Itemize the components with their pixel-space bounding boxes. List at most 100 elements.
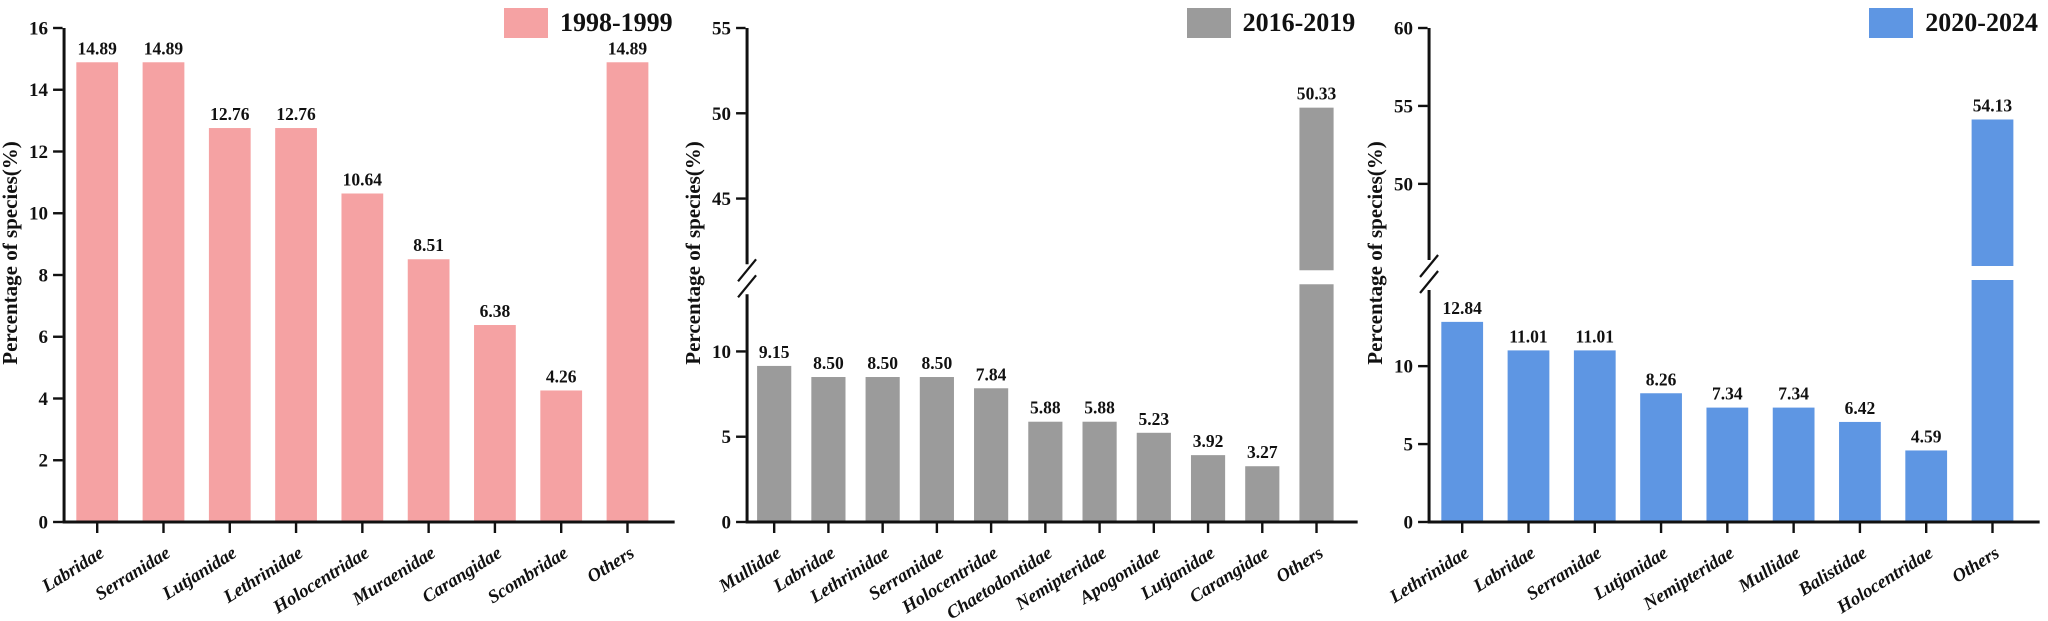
bar-value-label: 7.84 — [975, 364, 1006, 384]
bar-value-label: 14.89 — [144, 38, 184, 58]
chart-panel-2016-2019: 0 5 10 45 50 55 Percentage of species(%) 9.15 Mu… — [683, 0, 1366, 621]
bar-value-label: 3.27 — [1247, 442, 1278, 462]
bar-value-label: 14.89 — [608, 38, 648, 58]
bar-value-label: 5.23 — [1138, 409, 1169, 429]
x-category-label: Mullidae — [715, 543, 785, 597]
bar — [1773, 407, 1815, 521]
bar-value-label: 12.84 — [1443, 298, 1483, 318]
y-axis-title: Percentage of species(%) — [683, 141, 705, 364]
x-category-label: Mullidae — [1735, 543, 1805, 597]
bar — [1706, 407, 1749, 521]
bar-value-label: 4.59 — [1911, 426, 1942, 446]
bar — [1574, 350, 1616, 521]
y-axis-title: Percentage of species(%) — [0, 141, 22, 364]
y-tick-label: 10 — [29, 204, 48, 225]
legend-label: 2020-2024 — [1925, 8, 2038, 37]
bar-value-label: 54.13 — [1973, 95, 2013, 115]
y-tick-label: 5 — [1404, 435, 1414, 456]
x-category-label: Serranidae — [1524, 543, 1606, 605]
y-tick-label: 4 — [39, 389, 49, 410]
x-category-label: Others — [1273, 543, 1327, 587]
bar-lower-segment — [1971, 280, 2014, 521]
bar-value-label: 6.42 — [1845, 398, 1876, 418]
y-tick-label: 10 — [712, 342, 731, 363]
bar-value-label: 3.92 — [1192, 431, 1223, 451]
y-tick-label: 0 — [1404, 513, 1414, 534]
bar-value-label: 12.76 — [276, 104, 316, 124]
chart-panel-2020-2024: 0 5 10 50 55 60 Percentage of species(%) 12.84 L… — [1365, 0, 2048, 621]
bar-value-label: 6.38 — [480, 301, 511, 321]
bar-chart-2020-2024: 0 5 10 50 55 60 Percentage of species(%) 12.84 L… — [1365, 19, 2040, 618]
bar — [1027, 421, 1063, 521]
bar — [407, 259, 450, 521]
bar — [606, 62, 649, 521]
bar — [142, 62, 185, 521]
legend-1998-1999: 1998-1999 — [503, 8, 673, 38]
bar — [810, 377, 846, 521]
y-tick-label: 55 — [712, 19, 731, 40]
bar — [1905, 450, 1948, 521]
y-tick-label: 5 — [721, 427, 731, 448]
bar — [919, 377, 954, 521]
y-tick-label: 60 — [1394, 19, 1413, 40]
legend-2016-2019: 2016-2019 — [1186, 8, 1355, 38]
bar-value-label: 12.76 — [210, 104, 250, 124]
bar-value-label: 7.34 — [1779, 384, 1810, 404]
bar-value-label: 8.50 — [921, 353, 952, 373]
y-tick-label: 12 — [29, 142, 48, 163]
chart-panel-1998-1999: 0 2 4 6 8 10 12 14 16 Percentage of species(%) 14.… — [0, 0, 683, 621]
bar — [540, 390, 583, 521]
legend-swatch — [503, 8, 548, 38]
x-category-label: Serranidae — [92, 543, 174, 605]
bar-value-label: 4.26 — [546, 366, 577, 386]
bar-value-label: 9.15 — [759, 342, 790, 362]
bar-value-label: 8.51 — [413, 235, 444, 255]
bar-value-label: 7.34 — [1712, 384, 1743, 404]
bar — [1441, 321, 1484, 521]
bar — [756, 365, 791, 521]
bar — [1640, 393, 1683, 521]
y-axis-break-icon — [1419, 254, 1440, 278]
x-category-label: Others — [584, 543, 638, 587]
y-tick-label: 6 — [39, 327, 49, 348]
y-axis-break-icon — [1419, 270, 1440, 294]
bar — [1507, 350, 1550, 521]
y-tick-label: 2 — [39, 451, 49, 472]
y-tick-label: 10 — [1394, 357, 1413, 378]
y-tick-label: 50 — [1394, 174, 1413, 195]
bar-value-label: 14.89 — [78, 38, 118, 58]
bar-lower-segment — [1299, 284, 1334, 521]
bar — [1244, 466, 1280, 521]
bar-chart-2016-2019: 0 5 10 45 50 55 Percentage of species(%) 9.15 Mu… — [683, 19, 1358, 621]
bar-value-label: 10.64 — [343, 169, 383, 189]
y-tick-label: 0 — [39, 513, 49, 534]
y-axis-break-icon — [736, 274, 757, 298]
bar — [341, 193, 384, 521]
bar-chart-1998-1999: 0 2 4 6 8 10 12 14 16 Percentage of species(%) 14.… — [0, 19, 675, 618]
y-tick-label: 16 — [29, 19, 48, 40]
legend-swatch — [1869, 8, 1914, 38]
bar-value-label: 8.50 — [813, 353, 844, 373]
bar — [973, 388, 1008, 521]
bar — [1136, 432, 1171, 521]
legend-2020-2024: 2020-2024 — [1869, 8, 2038, 38]
bar — [474, 325, 516, 521]
bar — [1190, 455, 1225, 521]
bar-upper-segment — [1971, 119, 2014, 267]
bar — [1082, 421, 1117, 521]
bar — [275, 128, 317, 521]
bar-upper-segment — [1299, 107, 1334, 271]
bar-value-label: 8.50 — [867, 353, 898, 373]
bar-value-label: 5.88 — [1084, 398, 1115, 418]
bar — [865, 377, 900, 521]
bar — [76, 62, 119, 521]
y-tick-label: 8 — [39, 266, 49, 287]
bar-value-label: 11.01 — [1510, 326, 1548, 346]
bar — [1839, 421, 1882, 521]
y-tick-label: 0 — [721, 513, 731, 534]
bar-value-label: 8.26 — [1646, 369, 1677, 389]
y-tick-label: 14 — [29, 80, 49, 101]
legend-swatch — [1186, 8, 1231, 38]
y-axis-break-icon — [736, 258, 757, 282]
